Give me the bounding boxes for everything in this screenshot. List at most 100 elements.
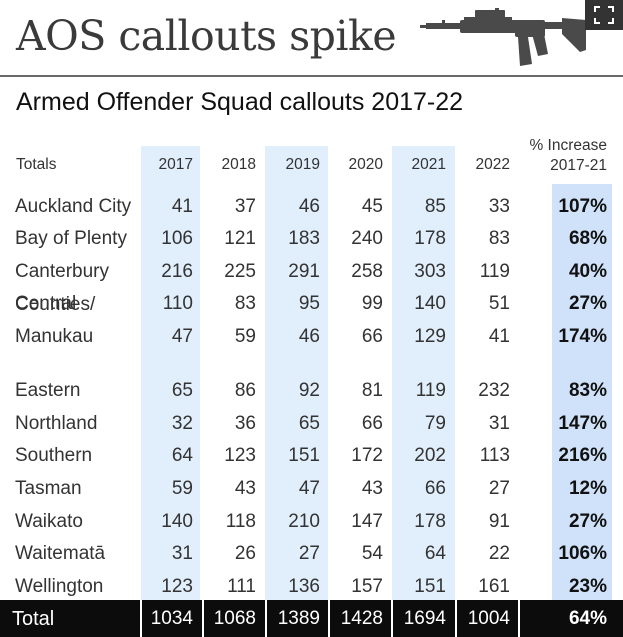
table-cell: 31	[171, 543, 193, 564]
table-cell: 123	[161, 576, 193, 597]
table-cell: 37	[234, 196, 256, 217]
table-cell: 47	[298, 478, 320, 499]
table-cell: 110	[162, 293, 193, 314]
total-separator	[391, 600, 393, 637]
table-cell: 151	[414, 576, 446, 597]
total-separator	[328, 600, 330, 637]
region-label: Wellington	[15, 576, 104, 597]
table-cell: 119	[415, 380, 446, 401]
pct-increase-cell: 27%	[568, 293, 607, 314]
table-cell: 121	[224, 228, 256, 249]
table-cell: 66	[361, 326, 383, 347]
table-cell: 47	[171, 326, 193, 347]
table-cell: 129	[414, 326, 446, 347]
table-cell: 147	[351, 511, 383, 532]
table-cell: 151	[288, 445, 320, 466]
region-label: Manukau	[15, 326, 94, 347]
table-cell: 66	[424, 478, 446, 499]
total-separator	[265, 600, 267, 637]
pct-column-shade	[552, 184, 612, 600]
column-header-2022: 2022	[475, 156, 510, 173]
table-cell: 65	[171, 380, 193, 401]
pct-increase-cell: 68%	[568, 228, 607, 249]
table-cell: 202	[414, 445, 446, 466]
table-cell: 92	[298, 380, 320, 401]
region-label: Northland	[15, 413, 98, 434]
table-cell: 46	[298, 326, 320, 347]
table-cell: 123	[224, 445, 256, 466]
assault-rifle-icon	[420, 8, 586, 66]
table-cell: 46	[298, 196, 320, 217]
table-cell: 99	[361, 293, 383, 314]
pct-increase-cell: 40%	[568, 261, 607, 282]
total-cell: 1034	[150, 608, 193, 629]
region-label: Waitematā	[15, 543, 106, 564]
column-shade	[392, 146, 455, 600]
column-header-2021: 2021	[411, 156, 446, 173]
table-cell: 183	[288, 228, 320, 249]
table-cell: 32	[171, 413, 193, 434]
table-cell: 291	[288, 261, 320, 282]
column-shade	[141, 146, 200, 600]
table-cell: 36	[234, 413, 256, 434]
table-cell: 118	[225, 511, 256, 532]
table-cell: 106	[161, 228, 193, 249]
row-header-label: Totals	[16, 156, 57, 173]
table-cell: 83	[488, 228, 510, 249]
total-separator	[202, 600, 204, 637]
table-cell: 178	[414, 511, 446, 532]
pct-header-line: % Increase	[529, 137, 607, 154]
pct-increase-cell: 216%	[558, 445, 607, 466]
expand-icon[interactable]	[585, 0, 623, 30]
table-cell: 54	[361, 543, 383, 564]
table-cell: 45	[361, 196, 383, 217]
region-label: Bay of Plenty	[15, 228, 127, 249]
table-cell: 240	[351, 228, 383, 249]
table-cell: 27	[488, 478, 510, 499]
table-cell: 161	[478, 576, 510, 597]
table-cell: 95	[298, 293, 320, 314]
table-cell: 22	[488, 543, 510, 564]
table-cell: 33	[488, 196, 510, 217]
region-label: Southern	[15, 445, 93, 466]
region-label: Auckland City	[15, 196, 132, 217]
column-shade	[265, 146, 328, 600]
table-cell: 27	[298, 543, 320, 564]
total-cell: 1004	[467, 608, 510, 629]
table-title: Armed Offender Squad callouts 2017-22	[16, 88, 464, 116]
table-cell: 64	[424, 543, 446, 564]
table-cell: 178	[414, 228, 446, 249]
table-cell: 41	[488, 326, 510, 347]
column-header-2020: 2020	[348, 156, 383, 173]
total-cell: 1428	[340, 608, 383, 629]
table-cell: 31	[488, 413, 510, 434]
region-label: Central	[15, 293, 77, 314]
total-label: Total	[12, 608, 55, 630]
pct-header-line: 2017-21	[550, 157, 607, 174]
table-cell: 225	[224, 261, 256, 282]
pct-increase-cell: 107%	[558, 196, 607, 217]
total-pct-cell: 64%	[568, 608, 607, 629]
table-cell: 43	[361, 478, 383, 499]
column-header-2018: 2018	[221, 156, 256, 173]
headline-rule	[0, 75, 623, 77]
region-label: Tasman	[15, 478, 82, 499]
headline: AOS callouts spike	[16, 12, 397, 60]
table-cell: 51	[488, 293, 510, 314]
pct-increase-cell: 12%	[568, 478, 607, 499]
table-cell: 91	[488, 511, 510, 532]
total-separator	[455, 600, 457, 637]
total-cell: 1694	[403, 608, 446, 629]
table-cell: 65	[298, 413, 320, 434]
total-separator	[518, 600, 520, 637]
table-cell: 140	[414, 293, 446, 314]
table-cell: 258	[351, 261, 383, 282]
column-header-2019: 2019	[285, 156, 320, 173]
table-cell: 59	[234, 326, 256, 347]
table-cell: 85	[424, 196, 446, 217]
table-cell: 113	[479, 445, 510, 466]
table-cell: 119	[479, 261, 510, 282]
table-cell: 43	[234, 478, 256, 499]
table-cell: 86	[234, 380, 256, 401]
